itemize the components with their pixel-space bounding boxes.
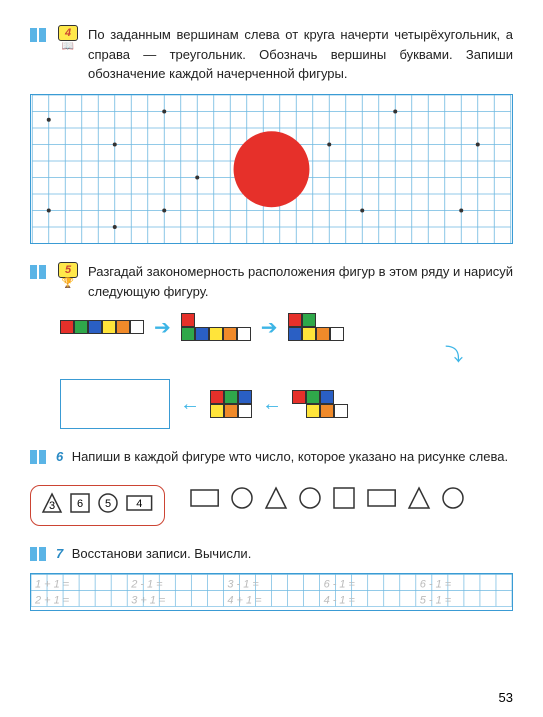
section-marker [30, 547, 48, 561]
section-marker [30, 28, 48, 42]
book-icon: 📖 [59, 41, 77, 53]
svg-text:4: 4 [136, 498, 142, 510]
svg-text:3: 3 [49, 500, 55, 512]
task-4-header: 4 📖 По заданным вершинам слева от круга … [30, 25, 513, 84]
task-6-text: Напиши в каждой фигуре wто число, которо… [72, 449, 508, 464]
task-5-number: 5 [58, 262, 78, 278]
svg-text:5-1=: 5-1= [420, 594, 454, 606]
task-7: 7 Восстанови записи. Вычисли. 1+1= 2-1= 3-… [30, 544, 513, 612]
task-7-grid: 1+1= 2-1= 3-1= 6-1= 6-1= 2+1= 3+1= 4+1= 4-1= 5-1= [30, 573, 513, 611]
page-number: 53 [499, 690, 513, 705]
svg-text:2+1=: 2+1= [34, 594, 72, 606]
task-5-pattern: ➔➔⤵←← [30, 313, 513, 429]
task-5-header: 5 🏆 Разгадай закономерность расположения… [30, 262, 513, 301]
svg-text:6: 6 [77, 498, 83, 510]
task-5: 5 🏆 Разгадай закономерность расположения… [30, 262, 513, 429]
task-4-text: По заданным вершинам слева от круга наче… [88, 25, 513, 84]
section-marker [30, 265, 48, 279]
svg-text:6-1=: 6-1= [420, 578, 454, 590]
svg-text:4+1=: 4+1= [227, 594, 264, 606]
task-5-text: Разгадай закономерность расположения фиг… [88, 262, 513, 301]
task-6-figures: 3 6 5 4 [30, 475, 513, 526]
svg-text:5: 5 [105, 498, 111, 510]
svg-text:1+1=: 1+1= [35, 578, 72, 590]
section-marker [30, 450, 48, 464]
grid-7-svg: 1+1= 2-1= 3-1= 6-1= 6-1= 2+1= 3+1= 4+1= 4-1= 5-1= [31, 574, 512, 610]
grid-4-svg [31, 95, 512, 244]
task-7-header: 7 Восстанови записи. Вычисли. [30, 544, 513, 564]
trophy-icon: 🏆 [59, 278, 77, 290]
shapes-legend: 3 6 5 4 [30, 485, 165, 526]
task-6-number: 6 [56, 449, 63, 464]
task-4-badge: 4 📖 [56, 25, 80, 53]
task-4-grid [30, 94, 513, 245]
svg-text:4-1=: 4-1= [324, 594, 358, 606]
svg-text:3-1=: 3-1= [227, 578, 261, 590]
task-7-text: Восстанови записи. Вычисли. [72, 546, 252, 561]
task-5-badge: 5 🏆 [56, 262, 80, 290]
task-6-header: 6 Напиши в каждой фигуре wто число, кото… [30, 447, 513, 467]
svg-text:2-1=: 2-1= [130, 578, 165, 590]
shapes-to-fill [189, 486, 465, 515]
task-4-number: 4 [58, 25, 78, 41]
task-4: 4 📖 По заданным вершинам слева от круга … [30, 25, 513, 244]
task-7-number: 7 [56, 546, 63, 561]
task-6: 6 Напиши в каждой фигуре wто число, кото… [30, 447, 513, 526]
svg-text:6-1=: 6-1= [324, 578, 358, 590]
svg-text:3+1=: 3+1= [131, 594, 168, 606]
